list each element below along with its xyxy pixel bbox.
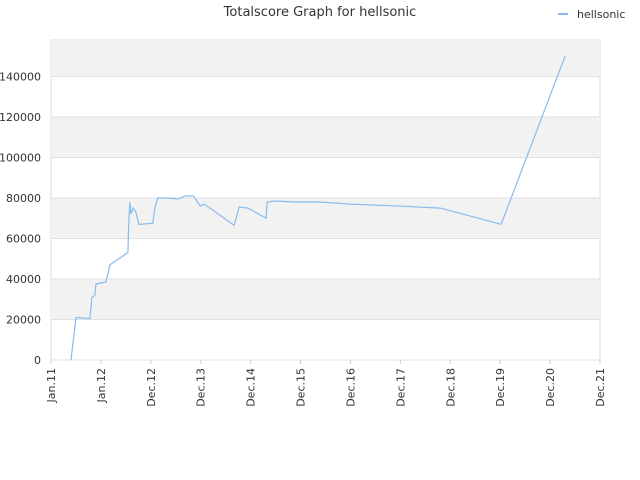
x-tick-label: Dec.21	[594, 368, 607, 407]
grid-band	[51, 197, 600, 239]
y-tick-label: 120000	[0, 111, 41, 124]
legend-label: hellsonic	[577, 8, 625, 21]
y-tick-label: 140000	[0, 70, 41, 83]
y-tick-label: 40000	[6, 273, 41, 286]
grid-band	[51, 40, 600, 77]
chart-title: Totalscore Graph for hellsonic	[223, 5, 417, 20]
grid-band	[51, 116, 600, 158]
series-line	[70, 55, 566, 361]
y-tick-label: 100000	[0, 151, 41, 164]
x-tick-label: Dec.16	[344, 368, 357, 407]
y-tick-label: 0	[34, 354, 41, 367]
x-tick-label: Dec.13	[195, 368, 208, 407]
x-tick-label: Jan.12	[95, 368, 108, 403]
x-tick-label: Dec.18	[444, 368, 457, 407]
x-tick-label: Dec.14	[245, 368, 258, 407]
x-tick-label: Dec.17	[394, 368, 407, 407]
x-tick-label: Dec.12	[145, 368, 158, 407]
x-tick-label: Dec.15	[295, 368, 308, 407]
y-tick-label: 60000	[6, 232, 41, 245]
x-tick-label: Dec.19	[494, 368, 507, 407]
x-tick-label: Dec.20	[544, 368, 557, 407]
x-tick-label: Jan.11	[45, 368, 58, 403]
y-tick-label: 20000	[6, 313, 41, 326]
grid-band	[51, 278, 600, 320]
y-tick-label: 80000	[6, 192, 41, 205]
